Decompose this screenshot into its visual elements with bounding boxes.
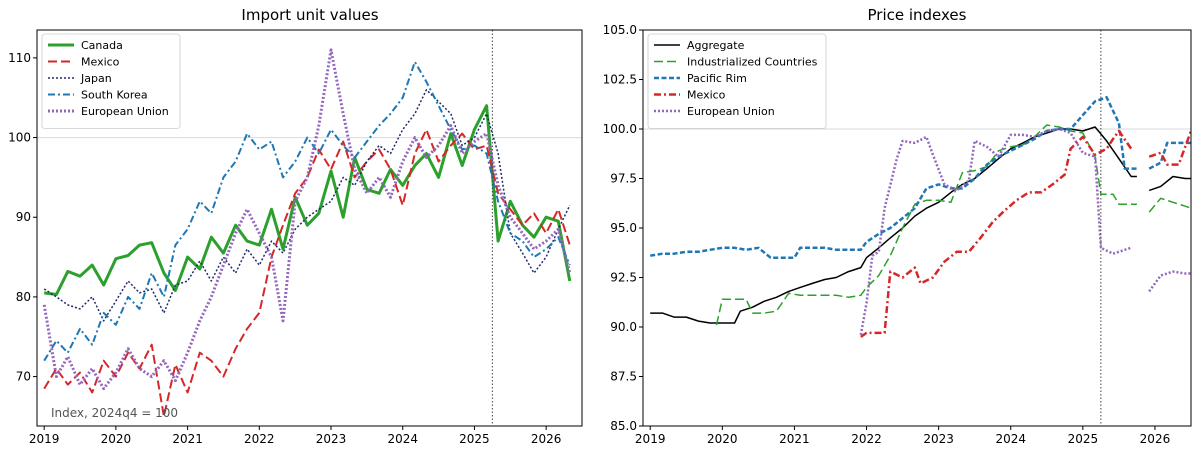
series-line-mexico xyxy=(1148,130,1191,166)
x-tick-label: 2023 xyxy=(923,432,954,446)
y-tick-label: 90 xyxy=(16,210,31,224)
legend-box xyxy=(647,33,827,129)
x-tick-label: 2026 xyxy=(531,432,562,446)
series-line-mexico xyxy=(43,128,571,418)
series-line-industrialized-countries xyxy=(1148,197,1191,213)
y-tick-label: 85.0 xyxy=(610,419,637,433)
legend-label: Pacific Rim xyxy=(687,72,747,85)
y-tick-label: 87.5 xyxy=(610,370,637,384)
legend-label: South Korea xyxy=(81,89,148,102)
series-group xyxy=(42,48,572,418)
x-tick-label: 2023 xyxy=(316,432,347,446)
x-tick-label: 2024 xyxy=(995,432,1026,446)
x-tick-label: 2021 xyxy=(779,432,810,446)
legend-label: Japan xyxy=(80,72,112,85)
x-tick-label: 2024 xyxy=(387,432,418,446)
y-tick-label: 95.0 xyxy=(610,221,637,235)
series-line-south-korea xyxy=(43,60,571,362)
chart-price-indexes: Price indexes 2019 2020 2021 2022 2023 2024 20… xyxy=(603,6,1192,446)
x-tick-label: 2020 xyxy=(101,432,132,446)
x-tick-label: 2021 xyxy=(172,432,203,446)
x-tick-label: 2025 xyxy=(459,432,490,446)
chart-import-unit-values: Import unit values 2019 2020 2021 2022 2023 2… xyxy=(8,6,583,446)
x-tick-label: 2026 xyxy=(1140,432,1171,446)
series-line-japan xyxy=(43,89,571,322)
series-line-pacific-rim xyxy=(649,96,1137,259)
legend-label: European Union xyxy=(687,105,775,118)
y-tick-label: 102.5 xyxy=(603,73,637,87)
y-tick-label: 70 xyxy=(16,370,31,384)
plot-frame xyxy=(36,29,583,427)
y-tick-label: 105.0 xyxy=(603,23,637,37)
y-tick-label: 110 xyxy=(8,51,31,65)
legend: Aggregate Industrialized Countries Pacific… xyxy=(647,33,827,129)
legend-box xyxy=(41,33,181,129)
x-tick-label: 2019 xyxy=(29,432,60,446)
series-line-canada xyxy=(44,104,572,296)
y-tick-label: 97.5 xyxy=(610,172,637,186)
x-tick-label: 2019 xyxy=(635,432,666,446)
y-tick-label: 100.0 xyxy=(603,122,637,136)
x-tick-label: 2020 xyxy=(707,432,738,446)
y-tick-label: 92.5 xyxy=(610,271,637,285)
y-tick-label: 80 xyxy=(16,290,31,304)
chart-title: Import unit values xyxy=(241,6,378,24)
x-tick-label: 2022 xyxy=(851,432,882,446)
y-tick-label: 100 xyxy=(8,131,31,145)
series-line-european-union xyxy=(1148,270,1191,293)
series-group xyxy=(649,96,1191,338)
legend: Canada Mexico Japan South Korea European Uni… xyxy=(41,33,181,129)
x-tick-label: 2025 xyxy=(1068,432,1099,446)
series-line-aggregate xyxy=(1148,175,1191,192)
legend-label: European Union xyxy=(81,105,169,118)
series-line-industrialized-countries xyxy=(715,124,1137,326)
legend-label: Mexico xyxy=(81,56,120,69)
series-line-mexico xyxy=(860,129,1133,338)
index-note: Index, 2024q4 = 100 xyxy=(51,406,178,420)
series-line-european-union xyxy=(859,127,1132,336)
legend-label: Mexico xyxy=(687,89,726,102)
x-tick-label: 2022 xyxy=(244,432,275,446)
legend-label: Industrialized Countries xyxy=(687,56,818,69)
chart-title: Price indexes xyxy=(868,6,967,24)
series-line-pacific-rim xyxy=(1148,141,1191,170)
y-tick-label: 90.0 xyxy=(610,320,637,334)
legend-label: Aggregate xyxy=(687,39,745,52)
legend-label: Canada xyxy=(81,39,123,52)
